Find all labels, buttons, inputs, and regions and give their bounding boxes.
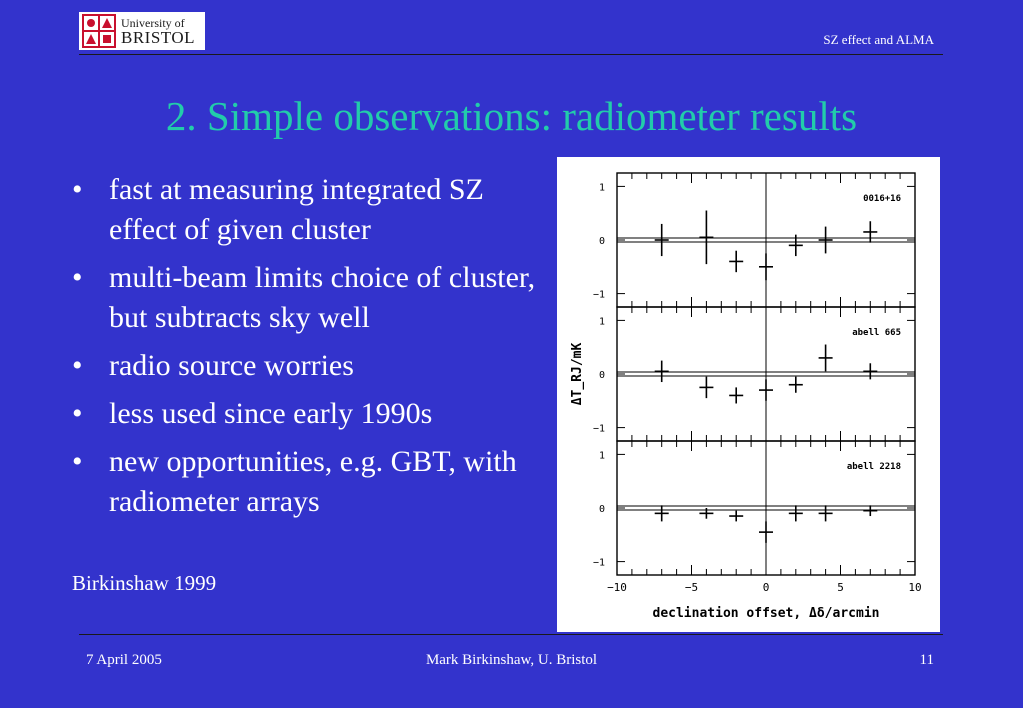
bullet-text: fast at measuring integrated SZ effect o… [109,173,484,246]
x-tick-label: 5 [837,581,844,594]
panel-label: 0016+16 [863,194,901,204]
logo-wordmark: University of BRISTOL [121,17,195,46]
radiometer-chart: −1 0 1 0016+16 −1 0 1 abell 665 −1 0 1 abell 2218 −1… [557,157,940,632]
bullet-item: • radio source worries [72,346,552,386]
bullet-text: less used since early 1990s [109,397,433,430]
x-tick-label: −10 [607,581,627,594]
slide-title: 2. Simple observations: radiometer resul… [165,93,858,139]
y-tick-label: 0 [599,236,605,247]
panel-label: abell 2218 [847,462,901,472]
bullet-dot: • [72,261,83,294]
university-logo: University of BRISTOL [79,12,205,50]
x-tick-label: 10 [908,581,921,594]
bullet-dot: • [72,349,83,382]
logo-line-2: BRISTOL [121,27,196,47]
bullet-list: • fast at measuring integrated SZ effect … [72,170,552,530]
bullet-dot: • [72,397,83,430]
y-tick-label: 1 [599,450,605,461]
page-number: 11 [919,652,934,668]
footer-author: Mark Birkinshaw, U. Bristol [425,652,598,668]
y-tick-label: −1 [593,558,605,569]
y-tick-label: −1 [593,424,605,435]
x-axis-label: declination offset, Δδ/arcmin [653,606,880,621]
bullet-text: new opportunities, e.g. GBT, with radiom… [109,445,517,518]
header-divider [79,54,943,55]
panel-label: abell 665 [852,328,901,338]
bullet-text: multi-beam limits choice of cluster, but… [109,261,536,334]
bullet-item: • less used since early 1990s [72,394,552,434]
bullet-item: • new opportunities, e.g. GBT, with radio… [72,442,552,522]
bristol-crest-icon [82,14,116,48]
y-tick-label: 1 [599,182,605,193]
y-tick-label: 0 [599,370,605,381]
talk-label: SZ effect and ALMA [823,32,934,47]
y-axis-label: ΔT_RJ/mK [570,343,585,406]
footer-divider [79,634,943,635]
bullet-text: radio source worries [109,349,354,382]
bullet-item: • multi-beam limits choice of cluster, bu… [72,258,552,338]
x-tick-label: 0 [763,581,770,594]
bullet-dot: • [72,173,83,206]
citation: Birkinshaw 1999 [72,571,217,595]
bullet-item: • fast at measuring integrated SZ effect … [72,170,552,250]
y-tick-label: −1 [593,290,605,301]
x-tick-label: −5 [685,581,698,594]
bullet-dot: • [72,445,83,478]
logo-line-1: University of [121,15,185,30]
y-tick-label: 0 [599,504,605,515]
y-tick-label: 1 [599,316,605,327]
footer-date: 7 April 2005 [86,652,162,668]
